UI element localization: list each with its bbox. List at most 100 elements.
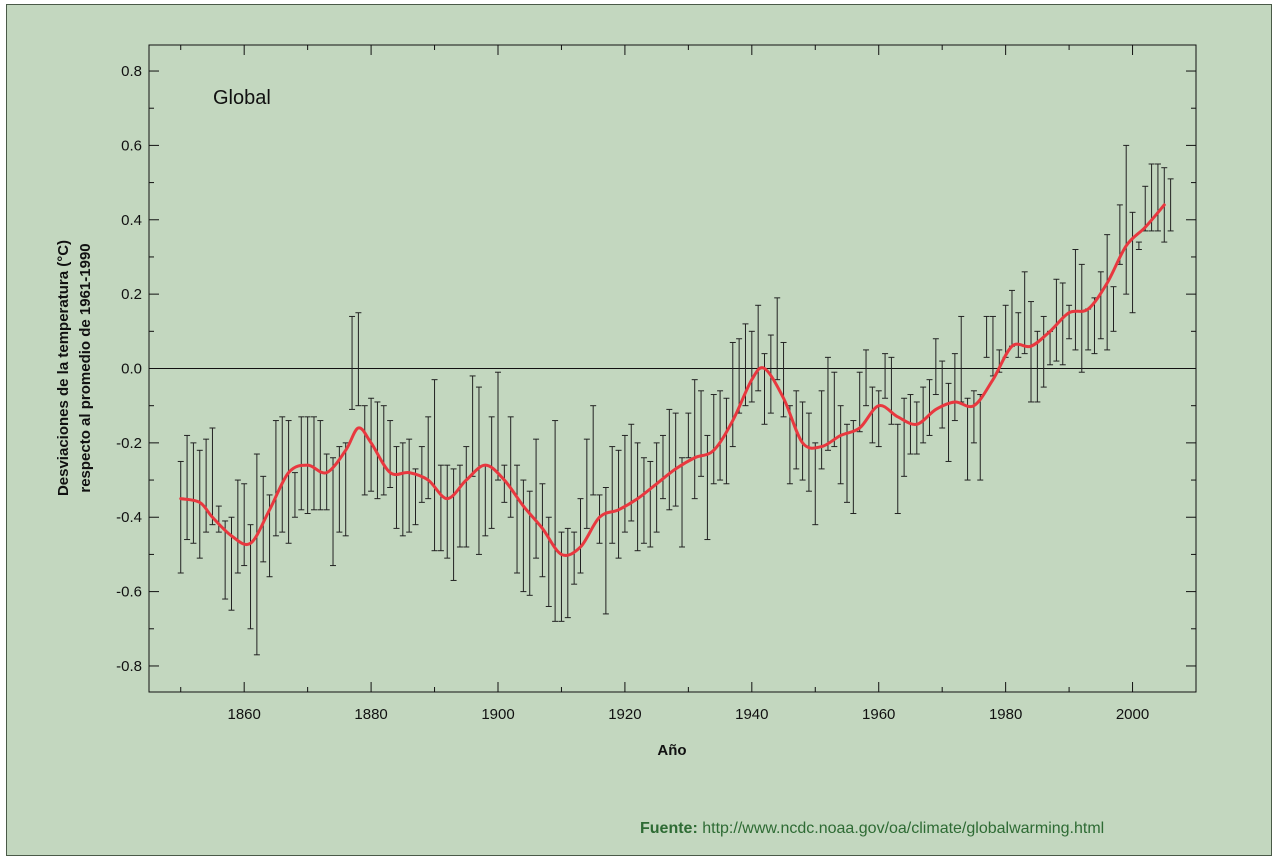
errorbar-1971	[945, 382, 952, 462]
errorbar-1902	[507, 416, 514, 518]
errorbar-1897	[475, 386, 482, 555]
errorbar-1922	[634, 442, 641, 552]
errorbar-1934	[710, 394, 717, 485]
errorbar-1964	[901, 397, 908, 477]
errorbar-1997	[1110, 286, 1117, 332]
y-tick-label: -0.4	[116, 509, 142, 526]
errorbar-1992	[1078, 263, 1085, 373]
errorbar-1937	[729, 341, 736, 448]
errorbar-1917	[602, 486, 609, 615]
y-tick-label: 0.6	[121, 137, 142, 154]
x-tick-label: 1880	[354, 706, 387, 723]
errorbar-1863	[260, 475, 267, 563]
errorbar-1982	[1015, 312, 1022, 358]
source-label: Fuente:	[640, 820, 698, 837]
errorbar-1935	[717, 390, 724, 481]
y-tick-label: 0.0	[121, 361, 142, 378]
errorbar-1850	[177, 460, 184, 574]
errorbar-1915	[590, 405, 597, 496]
errorbar-1993	[1085, 308, 1092, 351]
errorbar-1983	[1021, 271, 1028, 355]
errorbar-1905	[526, 490, 533, 596]
errorbar-1899	[488, 416, 495, 529]
errorbar-1981	[1008, 289, 1015, 347]
errorbar-1865	[272, 420, 279, 537]
errorbar-1911	[564, 527, 571, 619]
errorbar-1951	[818, 390, 825, 470]
errorbar-1855	[209, 427, 216, 526]
errorbar-1988	[1053, 278, 1060, 362]
errorbar-1912	[571, 531, 578, 585]
figure-panel	[6, 4, 1272, 856]
errorbar-2000	[1129, 211, 1136, 314]
axis-ticks: -0.8 -0.6 -0.4 -0.2 0.0 0.2 0.4 0.6 0.8 1860 1880 1…	[116, 45, 1196, 723]
errorbar-1928	[672, 412, 679, 507]
errorbar-1895	[463, 446, 470, 548]
x-tick-label: 1900	[481, 706, 514, 723]
errorbar-1898	[482, 464, 489, 537]
x-tick-label: 1920	[608, 706, 641, 723]
errorbar-1868	[291, 472, 298, 518]
source-credit: Fuente: http://www.ncdc.noaa.gov/oa/clim…	[640, 820, 1260, 838]
errorbar-1941	[755, 304, 762, 392]
errorbar-1986	[1040, 315, 1047, 388]
errorbar-1883	[387, 420, 394, 488]
y-tick-label: -0.2	[116, 435, 142, 452]
errorbar-1890	[431, 379, 438, 552]
x-tick-label: 1860	[227, 706, 260, 723]
errorbar-1999	[1123, 144, 1130, 295]
errorbar-1966	[913, 401, 920, 455]
errorbar-1959	[869, 386, 876, 444]
errorbar-1975	[970, 390, 977, 444]
errorbar-1984	[1028, 301, 1035, 403]
errorbar-2006	[1167, 178, 1174, 232]
errorbar-1945	[780, 341, 787, 418]
errorbar-1960	[875, 390, 882, 448]
errorbar-1952	[824, 356, 831, 451]
errorbar-1996	[1104, 234, 1111, 351]
errorbar-1930	[685, 412, 692, 459]
errorbar-1918	[609, 446, 616, 544]
errorbar-1954	[837, 405, 844, 485]
errorbar-2001	[1135, 241, 1142, 251]
errorbar-1866	[279, 416, 286, 533]
errorbar-1970	[939, 360, 946, 429]
errorbar-1978	[989, 315, 996, 377]
errorbar-1953	[831, 371, 838, 448]
errorbar-1924	[647, 460, 654, 548]
errorbar-1932	[698, 390, 705, 477]
errorbar-1923	[640, 457, 647, 544]
errorbar-1853	[196, 449, 203, 559]
errorbar-1908	[545, 516, 552, 607]
errorbar-1877	[349, 315, 356, 410]
errorbar-1887	[412, 468, 419, 526]
errorbar-1900	[495, 371, 501, 481]
errorbar-1856	[215, 505, 222, 533]
y-tick-label: -0.8	[116, 658, 142, 675]
errorbar-1995	[1097, 271, 1104, 340]
errorbar-1921	[628, 423, 635, 522]
errorbar-1926	[659, 434, 666, 500]
errorbar-1874	[330, 457, 337, 567]
errorbar-1956	[850, 420, 857, 515]
errorbar-1891	[437, 464, 444, 552]
x-tick-label: 1980	[989, 706, 1022, 723]
x-tick-label: 1960	[862, 706, 895, 723]
errorbar-1969	[932, 338, 939, 396]
errorbar-1963	[894, 423, 901, 515]
errorbar-1976	[977, 394, 984, 481]
errorbar-1940	[748, 330, 755, 403]
errorbar-1949	[805, 412, 812, 492]
source-url: http://www.ncdc.noaa.gov/oa/climate/glob…	[702, 820, 1105, 837]
y-axis-label-line2: respecto al promedio de 1961-1990	[77, 243, 94, 492]
errorbar-1851	[184, 434, 191, 541]
errorbar-1858	[228, 516, 235, 611]
errorbar-1885	[399, 442, 406, 537]
errorbar-1919	[615, 449, 622, 559]
errorbar-2004	[1154, 163, 1161, 232]
errorbar-1881	[374, 401, 381, 500]
errorbar-1896	[469, 375, 476, 477]
errorbar-1854	[203, 438, 210, 533]
chart-annotation: Global	[213, 87, 271, 109]
